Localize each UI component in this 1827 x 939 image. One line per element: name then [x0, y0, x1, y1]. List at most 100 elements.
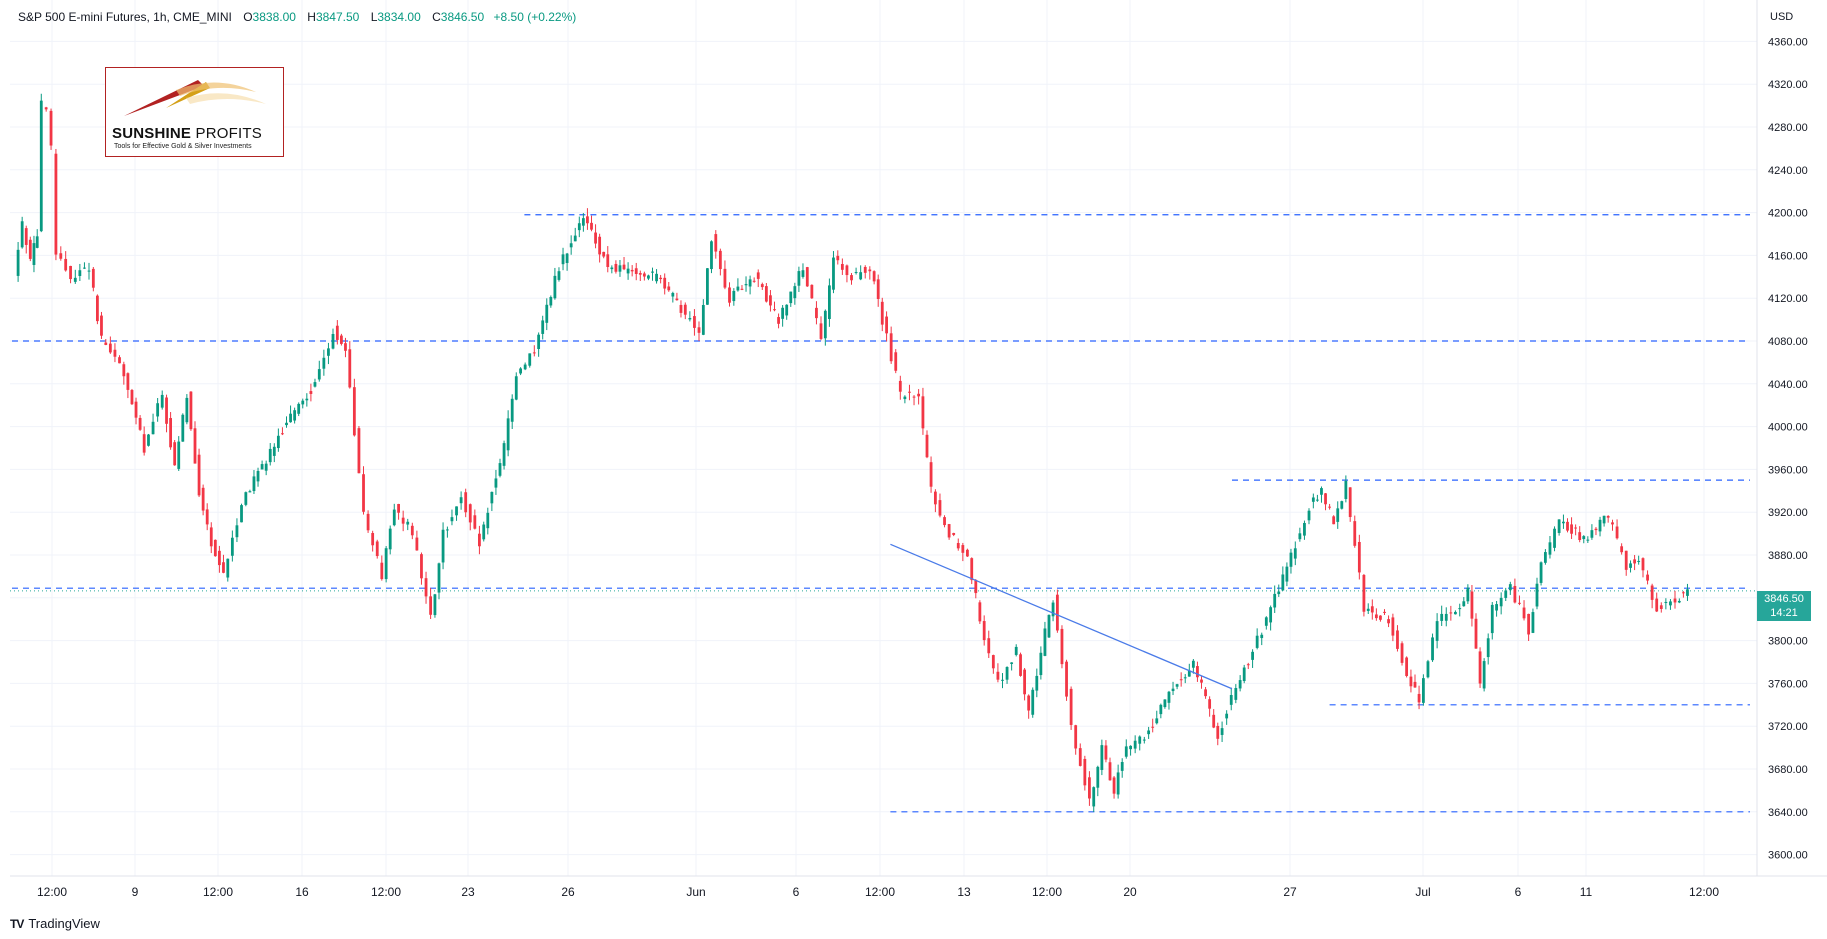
time-tick-label: 16: [295, 885, 309, 899]
candle-body: [1065, 661, 1068, 697]
candle-body: [810, 284, 814, 299]
candle-body: [392, 509, 396, 526]
candle-body: [130, 390, 134, 405]
candle-body: [1615, 526, 1619, 539]
candle-body: [64, 258, 68, 271]
candle-body: [978, 602, 982, 622]
low-value: 3834.00: [377, 10, 421, 24]
candle-body: [1686, 589, 1689, 596]
candle-body: [1281, 574, 1285, 591]
candle-body: [260, 464, 264, 470]
candle-body: [836, 255, 840, 261]
candle-body: [1151, 726, 1155, 728]
candle-body: [1167, 691, 1171, 703]
candle-body: [697, 327, 701, 333]
candle-body: [706, 268, 709, 305]
candle-body: [16, 249, 20, 276]
candle-body: [1513, 585, 1517, 603]
candle-body: [498, 463, 502, 476]
candle-body: [1664, 601, 1668, 603]
candle-body: [970, 558, 974, 581]
close-label: C: [432, 10, 441, 24]
candle-body: [1023, 669, 1026, 695]
candle-body: [1124, 746, 1128, 757]
candle-body: [1187, 670, 1191, 677]
candle-body: [293, 410, 297, 421]
candle-body: [1010, 662, 1014, 664]
candle-body: [537, 334, 541, 349]
candle-body: [1682, 592, 1685, 594]
candle-body: [647, 275, 650, 279]
close-value: 3846.50: [440, 10, 485, 24]
candle-body: [305, 398, 309, 401]
candle-body: [1357, 541, 1361, 573]
candle-body: [1260, 634, 1264, 639]
candle-body: [1120, 762, 1124, 771]
candle-body: [671, 292, 675, 297]
price-tick-label: 3800.00: [1768, 636, 1808, 648]
candle-body: [1138, 736, 1142, 744]
candle-body: [160, 394, 164, 408]
candle-body: [561, 254, 565, 265]
candle-body: [943, 517, 946, 526]
candle-body: [264, 463, 268, 471]
candle-body: [545, 304, 549, 323]
candle-body: [1413, 681, 1417, 688]
candle-body: [1043, 628, 1047, 656]
candle-body: [553, 275, 557, 299]
trendline[interactable]: [890, 543, 1233, 690]
time-tick-label: 27: [1283, 885, 1297, 899]
candle-body: [1504, 590, 1508, 598]
time-tick-label: 20: [1123, 885, 1137, 899]
candle-body: [1047, 614, 1051, 638]
symbol-legend[interactable]: S&P 500 E-mini Futures, 1h, CME_MINI O38…: [18, 10, 576, 24]
symbol-title: S&P 500 E-mini Futures, 1h, CME_MINI: [18, 10, 232, 24]
candle-body: [532, 352, 536, 354]
candle-body: [541, 320, 545, 334]
candle-body: [486, 512, 490, 529]
time-tick-label: 12:00: [1689, 885, 1719, 899]
candle-body: [1400, 643, 1404, 663]
candle-body: [54, 153, 58, 255]
candle-body: [1332, 516, 1336, 525]
candle-body: [815, 307, 818, 319]
candle-body: [606, 254, 610, 268]
candle-body: [1196, 666, 1199, 678]
candle-body: [490, 491, 494, 504]
candle-body: [309, 391, 313, 394]
candle-body: [1417, 693, 1421, 703]
candle-body: [256, 470, 260, 482]
candle-body: [397, 503, 400, 513]
candle-body: [39, 100, 43, 232]
candle-body: [44, 107, 48, 110]
candle-body: [173, 442, 177, 466]
candle-body: [1255, 635, 1259, 648]
candle-body: [151, 421, 155, 435]
candle-body: [1031, 689, 1035, 715]
candle-body: [898, 380, 902, 392]
tradingview-branding[interactable]: TV TradingView: [10, 916, 100, 931]
candle-body: [482, 524, 486, 540]
candle-body: [464, 492, 468, 513]
candle-body: [1191, 660, 1195, 668]
candle-body: [1624, 550, 1628, 570]
candle-body: [1116, 772, 1120, 795]
candle-body: [1353, 521, 1357, 546]
candle-body: [502, 443, 506, 466]
candle-body: [156, 403, 160, 417]
candle-body: [1379, 615, 1382, 620]
candle-body: [1387, 619, 1390, 624]
candle-body: [424, 578, 428, 597]
candle-body: [805, 267, 809, 287]
candle-body: [1431, 637, 1434, 661]
candle-body: [1362, 574, 1366, 612]
candle-body: [1539, 562, 1543, 583]
time-tick-label: 13: [957, 885, 971, 899]
candle-body: [252, 476, 256, 492]
logo-tagline: Tools for Effective Gold & Silver Invest…: [114, 143, 252, 150]
candle-body: [1112, 777, 1116, 794]
candle-body: [340, 335, 343, 344]
candle-body: [889, 333, 893, 362]
candle-body: [510, 398, 514, 422]
